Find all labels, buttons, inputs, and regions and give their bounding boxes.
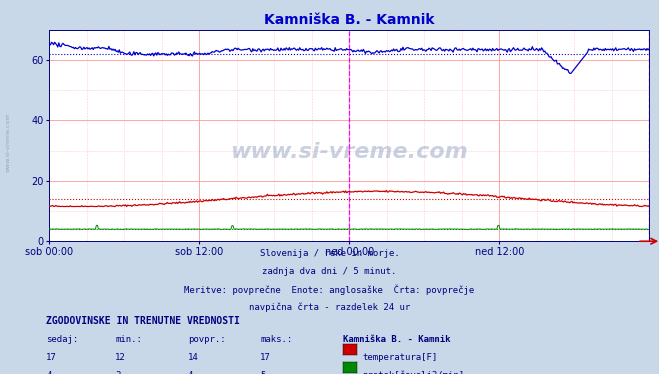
Title: Kamniška B. - Kamnik: Kamniška B. - Kamnik xyxy=(264,13,434,27)
Text: 17: 17 xyxy=(260,353,271,362)
Text: zadnja dva dni / 5 minut.: zadnja dva dni / 5 minut. xyxy=(262,267,397,276)
Text: www.si-vreme.com: www.si-vreme.com xyxy=(231,142,468,162)
Text: maks.:: maks.: xyxy=(260,335,293,344)
Text: 4: 4 xyxy=(46,371,51,374)
Text: pretok[čevelj3/min]: pretok[čevelj3/min] xyxy=(362,371,465,374)
Text: 3: 3 xyxy=(115,371,121,374)
Text: 5: 5 xyxy=(260,371,266,374)
Text: min.:: min.: xyxy=(115,335,142,344)
Text: Slovenija / reke in morje.: Slovenija / reke in morje. xyxy=(260,249,399,258)
Text: temperatura[F]: temperatura[F] xyxy=(362,353,438,362)
Text: Kamniška B. - Kamnik: Kamniška B. - Kamnik xyxy=(343,335,450,344)
Text: 4: 4 xyxy=(188,371,193,374)
Text: www.si-vreme.com: www.si-vreme.com xyxy=(5,112,11,172)
Text: ZGODOVINSKE IN TRENUTNE VREDNOSTI: ZGODOVINSKE IN TRENUTNE VREDNOSTI xyxy=(46,316,240,326)
Text: 12: 12 xyxy=(115,353,126,362)
Text: 17: 17 xyxy=(46,353,57,362)
Text: povpr.:: povpr.: xyxy=(188,335,225,344)
Text: 14: 14 xyxy=(188,353,198,362)
Text: navpična črta - razdelek 24 ur: navpična črta - razdelek 24 ur xyxy=(249,303,410,312)
Text: sedaj:: sedaj: xyxy=(46,335,78,344)
Text: Meritve: povprečne  Enote: anglosaške  Črta: povprečje: Meritve: povprečne Enote: anglosaške Črt… xyxy=(185,285,474,295)
